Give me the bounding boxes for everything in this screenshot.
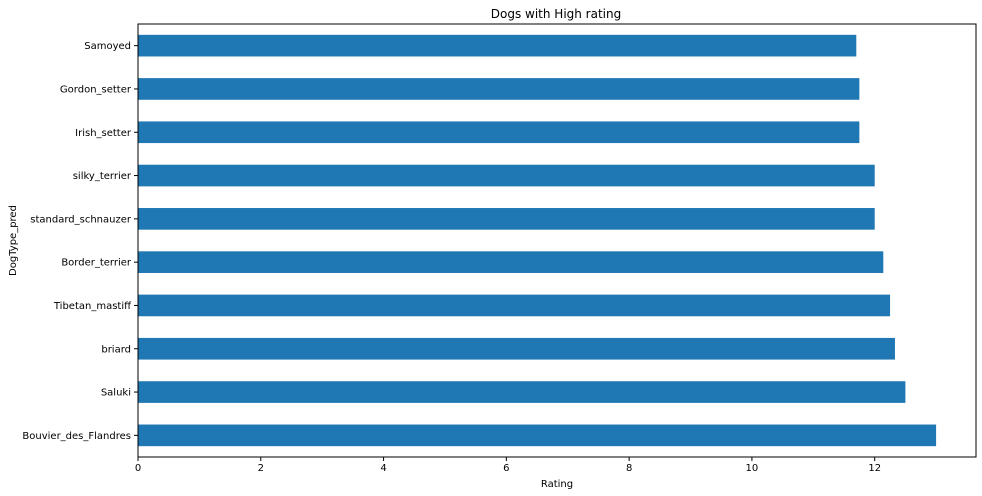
bar-1	[138, 78, 860, 100]
y-tick-label: Samoyed	[84, 41, 131, 52]
y-tick-label: Border_terrier	[61, 258, 132, 269]
y-axis-label: DogType_pred	[8, 205, 19, 276]
bar-2	[138, 121, 860, 144]
x-tick-label: 12	[868, 463, 881, 474]
x-tick-label: 6	[503, 463, 509, 474]
y-tick-label: Bouvier_des_Flandres	[22, 431, 131, 442]
plot-frame	[137, 23, 977, 458]
chart-title: Dogs with High rating	[491, 7, 621, 21]
y-tick-label: standard_schnauzer	[30, 214, 132, 225]
y-tick-label: Tibetan_mastiff	[53, 301, 132, 312]
x-tick-labels: 0 2 4 6 8 10 12	[135, 457, 881, 474]
y-tick-label: briard	[101, 344, 131, 355]
x-tick-label: 4	[380, 463, 386, 474]
y-tick-labels: Samoyed Gordon_setter Irish_setter silky_te…	[22, 41, 138, 442]
x-tick-label: 8	[626, 463, 632, 474]
x-tick-label: 10	[746, 463, 759, 474]
y-tick-label: Irish_setter	[75, 128, 132, 139]
bar-7	[138, 337, 895, 360]
bar-8	[138, 381, 906, 403]
x-axis-label: Rating	[541, 479, 573, 490]
x-tick-label: 0	[135, 463, 141, 474]
x-tick-label: 2	[258, 463, 264, 474]
bars-group	[138, 34, 937, 447]
y-tick-label: Saluki	[101, 388, 131, 399]
y-tick-label: silky_terrier	[73, 171, 132, 182]
bar-0	[138, 34, 857, 57]
bar-4	[138, 208, 875, 230]
bar-9	[138, 424, 937, 447]
bar-3	[138, 164, 875, 187]
bar-5	[138, 251, 884, 273]
bar-6	[138, 294, 891, 317]
y-tick-label: Gordon_setter	[60, 84, 132, 95]
